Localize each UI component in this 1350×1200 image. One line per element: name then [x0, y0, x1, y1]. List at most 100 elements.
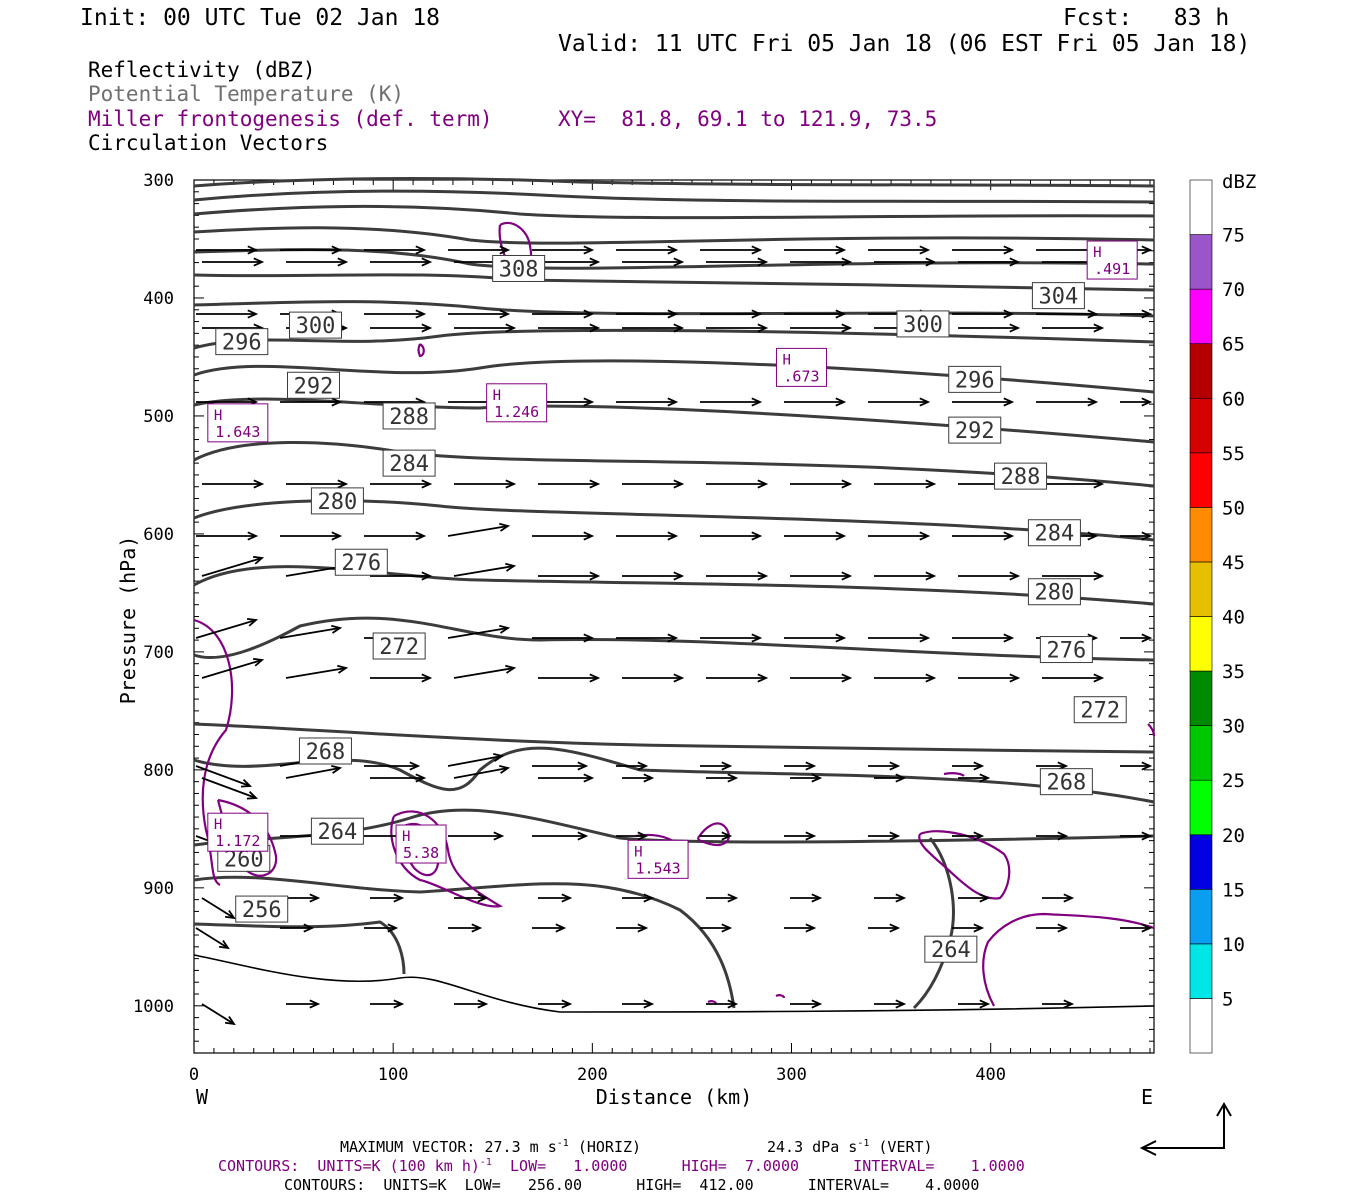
circulation-vector-head — [721, 761, 733, 771]
circulation-vector-head — [1009, 257, 1021, 267]
theta-label: 288 — [1001, 465, 1041, 490]
max-vector-horiz-suffix: (HORIZ) — [569, 1138, 641, 1156]
colorbar-swatch — [1189, 507, 1213, 563]
circulation-vector-head — [415, 309, 427, 319]
circulation-vector-head — [667, 397, 679, 407]
circulation-vector-head — [499, 245, 511, 255]
x-axis-tick-labels: 0 100 200 300 400 — [189, 1065, 1006, 1085]
y-tick-label: 700 — [143, 643, 174, 663]
circulation-vector-head — [252, 657, 265, 667]
circulation-vector-head — [751, 531, 763, 541]
theta-label: 264 — [931, 938, 971, 963]
forecast-hour: Fcst: 83 h — [1063, 5, 1229, 31]
header: Init: 00 UTC Tue 02 Jan 18 Fcst: 83 h Va… — [80, 5, 1250, 155]
x-tick-label: 400 — [975, 1065, 1006, 1085]
circulation-vector-head — [673, 479, 685, 489]
frontogenesis-label-box — [1086, 240, 1138, 280]
frontogenesis-max-value: 1.246 — [494, 403, 539, 421]
circulation-vector-head — [643, 773, 655, 783]
y-tick-label: 1000 — [133, 997, 174, 1017]
circulation-vector-head — [253, 479, 265, 489]
colorbar-swatch — [1189, 452, 1213, 508]
circulation-vector-head — [835, 245, 847, 255]
contours-purple-exp: -1 — [480, 1157, 492, 1168]
frontogenesis-max-marker: H — [1093, 245, 1101, 261]
y-tick-label: 900 — [143, 879, 174, 899]
circulation-vector-head — [499, 624, 511, 634]
theta-label-box — [994, 462, 1048, 490]
circulation-vector-head — [499, 765, 511, 774]
x-tick-label: 300 — [776, 1065, 807, 1085]
circulation-vector-head — [387, 923, 399, 933]
frontogenesis-max-value: 1.643 — [215, 423, 260, 441]
max-vector-vert-suffix: (VERT) — [869, 1138, 932, 1156]
colorbar-swatch — [1189, 343, 1213, 399]
theta-contour — [193, 875, 736, 1009]
theta-label-box — [492, 254, 546, 282]
circulation-vector — [201, 897, 235, 919]
field-reflectivity: Reflectivity (dBZ) — [88, 58, 316, 82]
circulation-vector-head — [1057, 831, 1069, 841]
theta-label-box — [924, 935, 978, 963]
frontogenesis-max-marker: H — [214, 817, 222, 833]
contours-purple-range: LOW= 1.0000 HIGH= 7.0000 INTERVAL= 1.000… — [492, 1157, 1025, 1175]
circulation-vector — [285, 667, 347, 679]
circulation-vector-head — [979, 893, 991, 903]
max-vector-vert-text: 24.3 dPa s-1 (VERT) — [767, 1138, 933, 1156]
circulation-vector-head — [421, 673, 433, 683]
circulation-vector-head — [841, 323, 853, 333]
circulation-vector-head — [1009, 673, 1021, 683]
colorbar-level-label: 75 — [1222, 225, 1245, 247]
circulation-vector-head — [415, 245, 427, 255]
circulation-vector-head — [555, 923, 567, 933]
theta-label: 284 — [389, 452, 429, 477]
colorbar-level-label: 60 — [1222, 388, 1245, 410]
circulation-vector-head — [337, 257, 349, 267]
contours-purple-units: CONTOURS: UNITS=K (100 km h) — [218, 1157, 480, 1175]
frame-ticks — [193, 179, 1154, 1054]
init-time: Init: 00 UTC Tue 02 Jan 18 — [80, 5, 440, 31]
circulation-vector-head — [979, 773, 991, 783]
colorbar-swatch — [1189, 288, 1213, 344]
colorbar-level-label: 10 — [1222, 934, 1245, 956]
circulation-vector-head — [252, 555, 265, 565]
colorbar-level-label: 50 — [1222, 497, 1245, 519]
surface-contour — [193, 954, 1155, 1013]
circulation-vector-head — [841, 479, 853, 489]
x-axis-east-label: E — [1141, 1085, 1153, 1109]
circulation-vector-head — [477, 893, 489, 903]
circulation-vector — [447, 755, 503, 767]
circulation-vector-head — [247, 531, 259, 541]
circulation-vector — [201, 1003, 235, 1025]
circulation-vector-head — [218, 940, 230, 950]
x-tick-label: 200 — [577, 1065, 608, 1085]
circulation-vector-head — [331, 624, 343, 634]
circulation-vector-head — [583, 245, 595, 255]
circulation-vector-head — [925, 673, 937, 683]
colorbar-swatch — [1189, 779, 1213, 836]
colorbar-swatch — [1189, 397, 1213, 454]
colorbar-swatch — [1189, 234, 1213, 290]
circulation-vector-head — [643, 893, 655, 903]
max-vector-horiz-exp: -1 — [557, 1138, 569, 1149]
circulation-vector-head — [1003, 397, 1015, 407]
frontogenesis-contour — [696, 822, 730, 847]
theta-label: 272 — [1080, 699, 1120, 724]
circulation-vector-head — [835, 397, 847, 407]
theta-label-box — [896, 310, 950, 338]
circulation-vector-head — [751, 309, 763, 319]
theta-label-box — [310, 487, 364, 515]
frontogenesis-max-value: 1.543 — [635, 859, 680, 877]
frontogenesis-label-box — [627, 839, 689, 879]
circulation-vector-head — [393, 893, 405, 903]
max-vector-vert-value: 24.3 dPa s — [767, 1138, 857, 1156]
frontogenesis-contour — [775, 994, 786, 999]
circulation-vector-head — [835, 531, 847, 541]
circulation-vector-head — [841, 257, 853, 267]
circulation-vector-head — [415, 531, 427, 541]
circulation-vector-head — [1003, 309, 1015, 319]
circulation-vector-head — [331, 765, 343, 774]
